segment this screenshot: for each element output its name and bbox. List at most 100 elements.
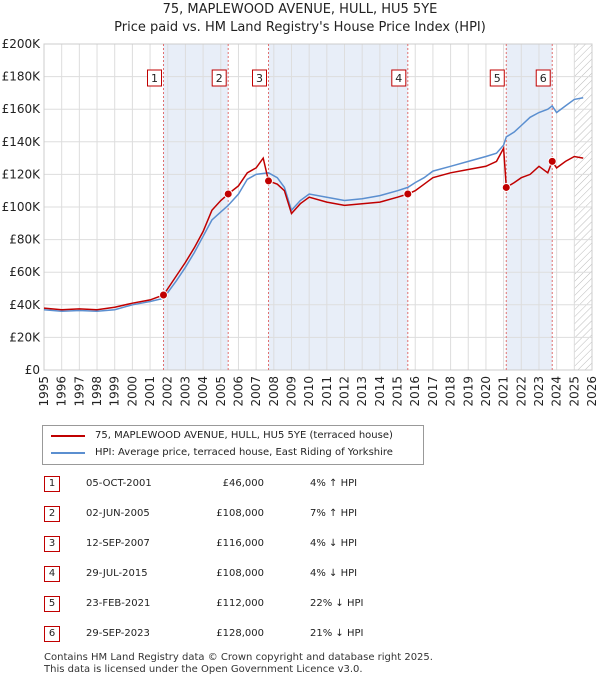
x-tick-label: 2025 bbox=[567, 376, 581, 407]
y-tick-label: £140K bbox=[2, 135, 42, 149]
series-line bbox=[43, 145, 584, 311]
transaction-date: 05-OCT-2001 bbox=[86, 478, 152, 489]
marker-badge bbox=[252, 69, 268, 87]
transaction-price: £116,000 bbox=[216, 538, 264, 549]
transaction-number: 5 bbox=[44, 596, 60, 612]
x-tick-label: 2005 bbox=[214, 376, 228, 407]
footer-copyright: Contains HM Land Registry data © Crown c… bbox=[44, 652, 433, 663]
x-tick-label: 2020 bbox=[479, 376, 493, 407]
x-tick-label: 2010 bbox=[302, 376, 316, 407]
x-tick-label: 2021 bbox=[497, 376, 511, 407]
table-row: 3 12-SEP-2007 £116,000 4% ↓ HPI bbox=[44, 536, 404, 552]
x-tick-label: 2026 bbox=[585, 376, 599, 407]
x-tick-label: 2014 bbox=[373, 376, 387, 407]
transaction-price: £128,000 bbox=[216, 628, 264, 639]
sale-point bbox=[158, 290, 168, 300]
transaction-hpi-diff: 21% ↓ HPI bbox=[310, 628, 364, 639]
transaction-number: 4 bbox=[44, 566, 60, 582]
transaction-date: 02-JUN-2005 bbox=[86, 508, 150, 519]
marker-badge-label: 3 bbox=[256, 72, 263, 85]
transaction-price: £108,000 bbox=[216, 508, 264, 519]
x-tick-label: 1998 bbox=[90, 376, 104, 407]
series-line bbox=[43, 97, 584, 313]
transaction-hpi-diff: 4% ↑ HPI bbox=[310, 478, 358, 489]
sale-point bbox=[264, 176, 274, 186]
chart-title: 75, MAPLEWOOD AVENUE, HULL, HU5 5YE bbox=[162, 2, 438, 17]
x-tick-label: 1996 bbox=[55, 376, 69, 407]
y-tick-label: £0 bbox=[25, 363, 40, 377]
transaction-price: £46,000 bbox=[222, 478, 264, 489]
marker-badge bbox=[146, 69, 162, 87]
x-tick-label: 2023 bbox=[532, 376, 546, 407]
y-tick-label: £200K bbox=[2, 37, 42, 51]
transaction-number: 3 bbox=[44, 536, 60, 552]
legend-property-swatch bbox=[51, 434, 85, 437]
x-tick-label: 2008 bbox=[267, 376, 281, 407]
x-tick-label: 2007 bbox=[249, 376, 263, 407]
transaction-price: £108,000 bbox=[216, 568, 264, 579]
marker-badge bbox=[391, 69, 407, 87]
table-row: 1 05-OCT-2001 £46,000 4% ↑ HPI bbox=[44, 476, 404, 492]
x-tick-label: 1999 bbox=[108, 376, 122, 407]
y-tick-label: £40K bbox=[9, 298, 41, 312]
x-tick-label: 2012 bbox=[338, 376, 352, 407]
table-row: 4 29-JUL-2015 £108,000 4% ↓ HPI bbox=[44, 566, 404, 582]
transaction-date: 29-SEP-2023 bbox=[86, 628, 150, 639]
footer-licence: This data is licensed under the Open Gov… bbox=[44, 664, 363, 675]
x-tick-label: 2018 bbox=[444, 376, 458, 407]
x-tick-label: 2006 bbox=[231, 376, 245, 407]
transaction-hpi-diff: 22% ↓ HPI bbox=[310, 598, 364, 609]
marker-badge-label: 6 bbox=[540, 72, 547, 85]
x-tick-label: 1995 bbox=[37, 376, 51, 407]
y-tick-label: £160K bbox=[2, 102, 42, 116]
transaction-date: 12-SEP-2007 bbox=[86, 538, 150, 549]
table-row: 6 29-SEP-2023 £128,000 21% ↓ HPI bbox=[44, 626, 404, 642]
footer-notice: Contains HM Land Registry data © Crown c… bbox=[44, 652, 433, 676]
x-tick-label: 2024 bbox=[550, 376, 564, 407]
sale-point bbox=[547, 156, 557, 166]
x-tick-label: 2017 bbox=[426, 376, 440, 407]
x-tick-label: 2000 bbox=[125, 376, 139, 407]
x-tick-label: 2022 bbox=[514, 376, 528, 407]
x-tick-label: 2001 bbox=[143, 376, 157, 407]
transaction-date: 23-FEB-2021 bbox=[86, 598, 151, 609]
table-row: 5 23-FEB-2021 £112,000 22% ↓ HPI bbox=[44, 596, 404, 612]
marker-badge-label: 1 bbox=[151, 72, 158, 85]
x-tick-label: 2003 bbox=[178, 376, 192, 407]
transaction-number: 1 bbox=[44, 476, 60, 492]
marker-badge-label: 2 bbox=[216, 72, 223, 85]
transaction-number: 6 bbox=[44, 626, 60, 642]
marker-badge bbox=[211, 69, 227, 87]
y-tick-label: £60K bbox=[9, 265, 41, 279]
y-tick-label: £20K bbox=[9, 330, 41, 344]
sale-point bbox=[501, 182, 511, 192]
legend-property-label: 75, MAPLEWOOD AVENUE, HULL, HU5 5YE (ter… bbox=[95, 430, 393, 441]
legend-item-property: 75, MAPLEWOOD AVENUE, HULL, HU5 5YE (ter… bbox=[51, 430, 393, 441]
x-tick-label: 2016 bbox=[408, 376, 422, 407]
x-tick-label: 2004 bbox=[196, 376, 210, 407]
x-tick-label: 2002 bbox=[161, 376, 175, 407]
chart-subtitle: Price paid vs. HM Land Registry's House … bbox=[114, 20, 486, 35]
transaction-price: £112,000 bbox=[216, 598, 264, 609]
sale-point bbox=[223, 189, 233, 199]
transaction-hpi-diff: 7% ↑ HPI bbox=[310, 508, 358, 519]
x-tick-label: 1997 bbox=[72, 376, 86, 407]
y-tick-label: £120K bbox=[2, 167, 42, 181]
transaction-number: 2 bbox=[44, 506, 60, 522]
marker-badge-label: 4 bbox=[395, 72, 402, 85]
y-tick-label: £80K bbox=[9, 233, 41, 247]
table-row: 2 02-JUN-2005 £108,000 7% ↑ HPI bbox=[44, 506, 404, 522]
y-tick-label: £180K bbox=[2, 70, 42, 84]
x-tick-label: 2013 bbox=[355, 376, 369, 407]
legend-hpi-swatch bbox=[51, 451, 85, 454]
transaction-hpi-diff: 4% ↓ HPI bbox=[310, 568, 358, 579]
sale-point bbox=[403, 189, 413, 199]
transaction-date: 29-JUL-2015 bbox=[86, 568, 148, 579]
y-tick-label: £100K bbox=[2, 200, 42, 214]
marker-badge-label: 5 bbox=[494, 72, 501, 85]
legend-hpi-label: HPI: Average price, terraced house, East… bbox=[95, 447, 393, 458]
x-tick-label: 2009 bbox=[284, 376, 298, 407]
marker-badge bbox=[489, 69, 505, 87]
marker-badge bbox=[535, 69, 551, 87]
x-tick-label: 2011 bbox=[320, 376, 334, 407]
